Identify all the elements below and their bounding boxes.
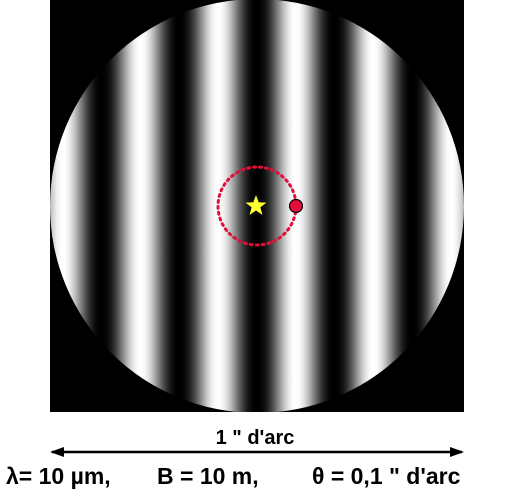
wavelength-label: λ= 10 µm, (6, 463, 111, 489)
baseline-label: B = 10 m, (157, 463, 259, 489)
scale-label: 1 " d'arc (216, 427, 295, 449)
red-dot-icon (290, 200, 303, 213)
separation-label: θ = 0,1 " d'arc (312, 463, 461, 489)
